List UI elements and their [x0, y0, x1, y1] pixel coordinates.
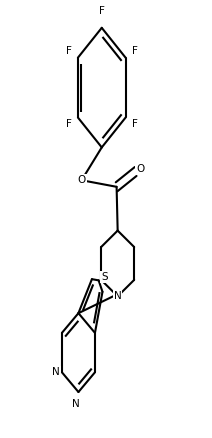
Text: F: F [132, 46, 137, 56]
Text: N: N [52, 367, 60, 377]
Text: F: F [66, 119, 72, 129]
Text: F: F [66, 46, 72, 56]
Text: N: N [114, 291, 121, 301]
Text: O: O [136, 164, 144, 174]
Text: N: N [73, 399, 80, 409]
Text: F: F [132, 119, 137, 129]
Text: F: F [99, 6, 105, 16]
Text: O: O [78, 175, 86, 185]
Text: S: S [101, 272, 108, 282]
